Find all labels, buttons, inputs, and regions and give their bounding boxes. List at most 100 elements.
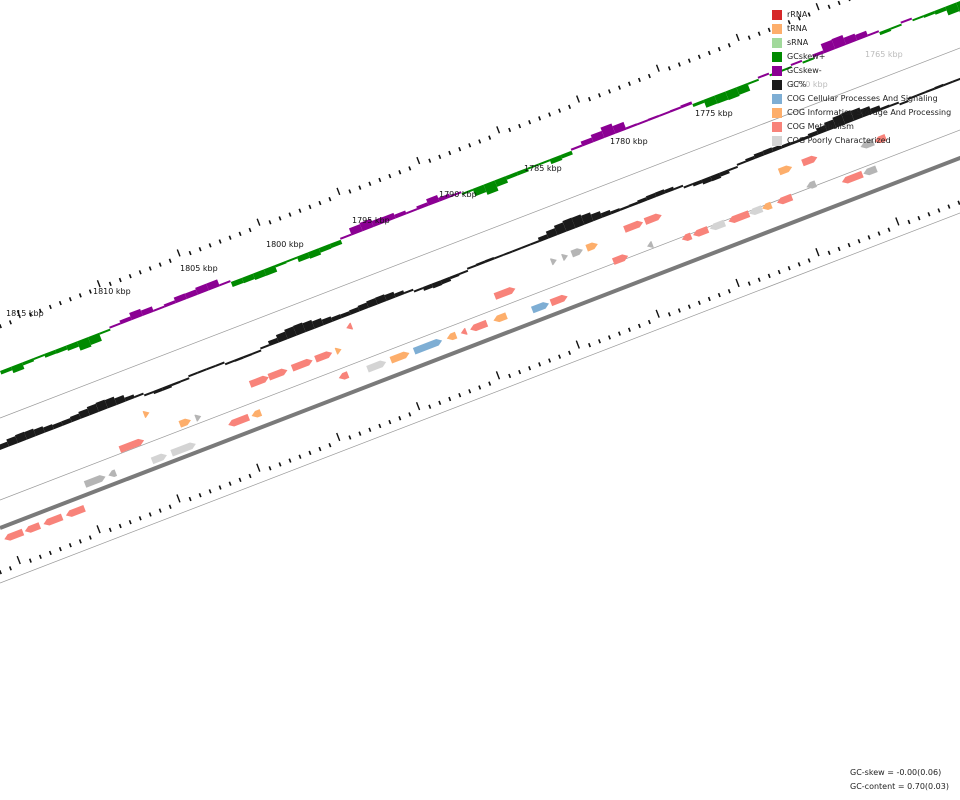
gc-skew-negative-bar: [580, 137, 594, 147]
minor-tick: [458, 146, 462, 152]
minor-tick: [288, 212, 292, 217]
gc-content-bar: [610, 208, 621, 215]
gc-content-bar: [170, 380, 181, 387]
gc-content-bar: [719, 169, 730, 177]
gc-content-bar: [807, 130, 819, 139]
legend-item-cog-cellular: COG Cellular Processes And Signaling: [772, 92, 951, 106]
gene-metabolism: [623, 220, 644, 233]
gc-content-bar: [293, 322, 306, 336]
major-tick: [495, 371, 501, 380]
minor-tick: [468, 389, 472, 394]
gc-content-bar: [790, 139, 801, 146]
minor-tick: [598, 339, 601, 344]
gc-skew-positive-bar: [296, 252, 310, 263]
minor-tick: [108, 281, 112, 287]
gene-unclassified: [860, 138, 875, 149]
gene-metabolism: [267, 368, 288, 381]
minor-tick: [697, 54, 701, 60]
gc-skew-positive-bar: [10, 362, 25, 374]
major-tick: [96, 525, 101, 534]
gc-content-bar: [384, 291, 396, 301]
minor-tick: [637, 323, 641, 329]
gc-skew-negative-bar: [219, 280, 231, 287]
gc-skew-positive-bar: [54, 345, 68, 354]
gc-content-bar: [745, 155, 756, 163]
minor-tick: [717, 46, 721, 52]
gene-information-storage: [334, 347, 342, 355]
major-tick: [895, 217, 900, 226]
minor-tick: [877, 231, 881, 236]
tick-label-1815: 1815 kbp: [6, 309, 44, 318]
gc-content-bar: [321, 316, 333, 326]
minor-tick: [298, 454, 302, 459]
minor-tick: [607, 335, 611, 340]
minor-tick: [278, 216, 282, 221]
gc-content-bar: [188, 371, 198, 378]
gc-skew-negative-bar: [600, 123, 616, 139]
gc-skew-negative-bar: [438, 193, 451, 202]
gc-content-bar: [449, 273, 460, 280]
gc-skew-positive-bar: [307, 248, 322, 259]
minor-tick: [0, 323, 2, 329]
gene-information-storage: [585, 242, 598, 252]
minor-tick: [508, 127, 512, 133]
legend-swatch: [772, 122, 782, 132]
gc-content-bar: [233, 356, 244, 363]
gc-content-bar: [143, 391, 154, 397]
gc-skew-negative-bar: [831, 34, 847, 50]
minor-tick: [68, 297, 72, 302]
minor-tick: [697, 300, 701, 306]
minor-tick: [198, 493, 202, 498]
legend-label: GCskew+: [787, 52, 826, 61]
gene-metabolism: [4, 528, 25, 541]
gc-content-bar: [934, 83, 945, 90]
major-tick: [815, 2, 820, 11]
gc-content-bar: [440, 276, 452, 285]
gene-unclassified: [108, 469, 118, 477]
gc-content-bar: [880, 104, 891, 111]
minor-tick: [278, 462, 282, 467]
minor-tick: [388, 173, 392, 179]
gene-unclassified: [83, 475, 106, 488]
major-tick: [735, 33, 740, 42]
gc-content-bar: [251, 349, 262, 355]
gc-skew-negative-bar: [195, 283, 209, 295]
track-guide-lines: [0, 47, 960, 584]
gc-content-bar: [664, 186, 675, 194]
minor-tick: [428, 158, 432, 163]
minor-tick: [558, 354, 562, 359]
minor-tick: [428, 404, 432, 409]
gc-content-bar: [134, 392, 144, 399]
gc-content-bar: [224, 359, 235, 366]
minor-tick: [478, 385, 482, 390]
gc-content-bar: [645, 192, 657, 201]
minor-tick: [438, 400, 442, 406]
gc-content-bar: [458, 269, 469, 276]
gc-skew-negative-bar: [416, 202, 429, 211]
tick-label-1790: 1790 kbp: [439, 190, 477, 199]
gc-skew-positive-bar: [802, 57, 814, 64]
gc-skew-negative-bar: [669, 106, 682, 113]
gc-skew-negative-bar: [843, 33, 858, 45]
tick-label-1810: 1810 kbp: [93, 287, 131, 296]
gene-unclassified: [561, 254, 569, 261]
minor-tick: [68, 543, 72, 548]
minor-tick: [957, 200, 960, 205]
minor-tick: [128, 519, 132, 525]
minor-tick: [148, 512, 152, 517]
gc-skew-negative-bar: [590, 130, 605, 143]
gene-information-storage: [777, 165, 793, 176]
minor-tick: [38, 308, 42, 313]
gc-content-bar: [952, 77, 960, 83]
gc-content-bar: [42, 424, 54, 433]
gc-skew-positive-bar: [285, 256, 298, 263]
backbone-track: [0, 155, 960, 530]
gc-skew-track: [0, 1, 960, 375]
minor-tick: [438, 154, 442, 160]
minor-tick: [318, 446, 322, 452]
gc-content-bar: [78, 408, 90, 419]
legend-item-gcskew-neg: GCskew-: [772, 64, 951, 78]
gc-content-bar: [69, 413, 81, 423]
gc-content-bar: [422, 283, 434, 291]
backbone-line: [0, 155, 960, 530]
